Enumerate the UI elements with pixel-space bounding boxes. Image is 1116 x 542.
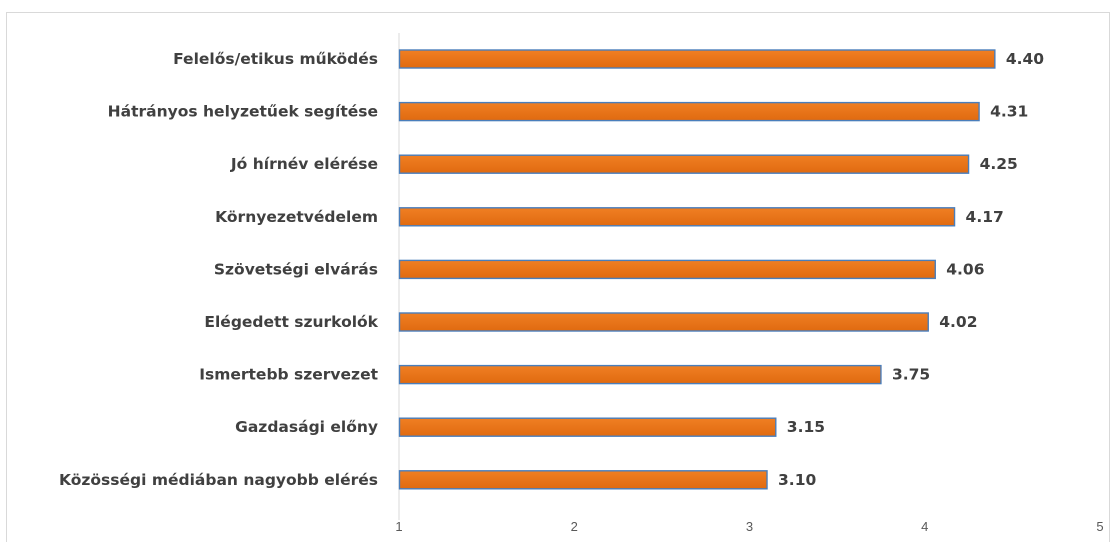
- value-label: 4.40: [1006, 50, 1044, 68]
- value-label: 4.02: [939, 313, 977, 331]
- value-label: 4.25: [980, 155, 1018, 173]
- category-label: Felelős/etikus működés: [173, 50, 378, 68]
- x-tick-label: 4: [921, 519, 928, 534]
- bar: [398, 312, 929, 332]
- category-label: Jó hírnév elérése: [230, 155, 378, 173]
- value-label: 3.15: [787, 418, 825, 436]
- category-label: Hátrányos helyzetűek segítése: [108, 103, 378, 121]
- bar: [398, 470, 768, 490]
- category-label: Gazdasági előny: [235, 418, 378, 436]
- bar: [398, 417, 777, 437]
- category-label: Közösségi médiában nagyobb elérés: [59, 471, 378, 489]
- value-label: 4.17: [966, 208, 1004, 226]
- x-tick-label: 1: [395, 519, 402, 534]
- bar: [398, 101, 980, 122]
- category-label: Szövetségi elvárás: [214, 260, 378, 278]
- value-label: 4.31: [990, 103, 1028, 121]
- bar: [398, 49, 996, 69]
- value-label: 3.10: [778, 471, 816, 489]
- value-label: 3.75: [892, 366, 930, 384]
- bar: [398, 154, 970, 174]
- category-label: Ismertebb szervezet: [199, 366, 378, 384]
- bar: [398, 259, 936, 280]
- bar: [398, 207, 956, 227]
- value-label: 4.06: [946, 260, 984, 278]
- bar: [398, 364, 882, 385]
- category-label: Környezetvédelem: [215, 208, 378, 226]
- category-label: Elégedett szurkolók: [204, 313, 378, 331]
- x-tick-label: 2: [571, 519, 578, 534]
- x-tick-label: 3: [746, 519, 753, 534]
- x-tick-label: 5: [1096, 519, 1103, 534]
